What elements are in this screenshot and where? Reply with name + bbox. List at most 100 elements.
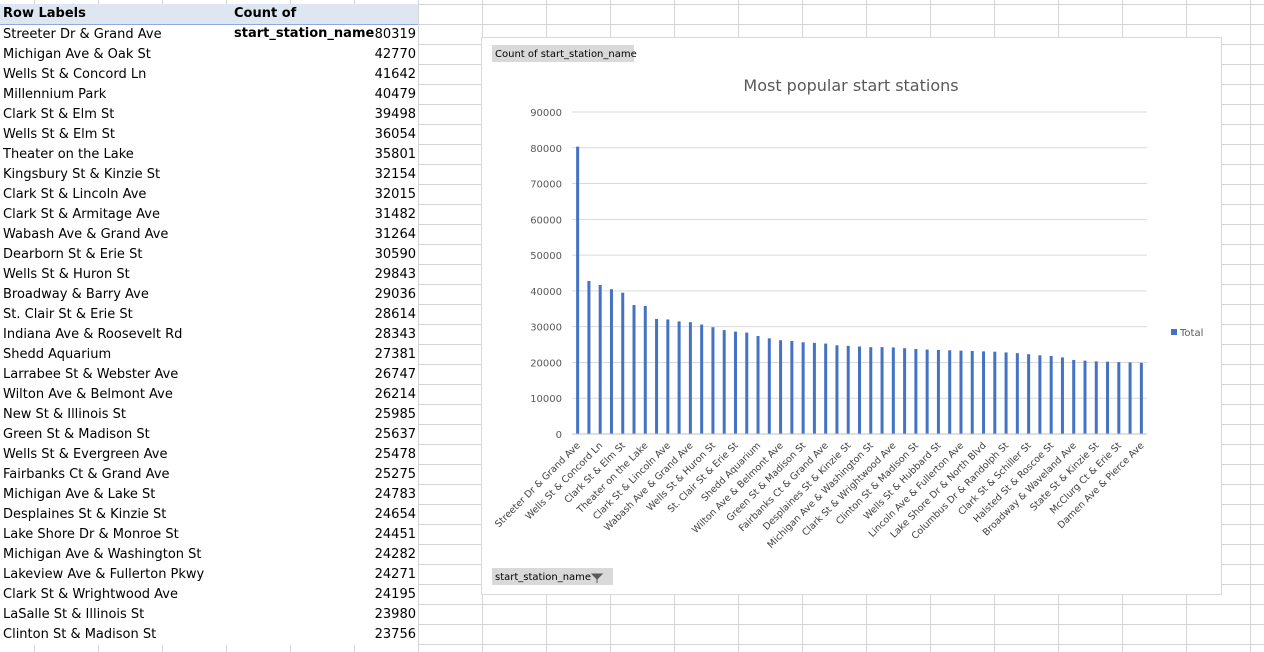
row-count: 24282 — [374, 547, 416, 562]
bar — [1128, 362, 1132, 434]
bar — [846, 345, 850, 434]
bar — [970, 350, 974, 434]
bar — [891, 347, 895, 434]
row-count: 35801 — [374, 147, 416, 162]
row-count: 39498 — [374, 107, 416, 122]
header-cell[interactable]: Count of start_station_name — [234, 6, 375, 41]
row-label: Shedd Aquarium — [3, 347, 112, 362]
y-tick-label: 30000 — [530, 323, 562, 334]
bar — [609, 289, 613, 434]
row-label: Lake Shore Dr & Monroe St — [3, 527, 179, 542]
table-row: Green St & Madison St 25637 — [0, 425, 418, 445]
row-count: 27381 — [374, 347, 416, 362]
table-row: Michigan Ave & Lake St 24783 — [0, 485, 418, 505]
row-label: New St & Illinois St — [3, 407, 126, 422]
y-tick-label: 10000 — [530, 394, 562, 405]
table-row: Lakeview Ave & Fullerton Pkwy 24271 — [0, 565, 418, 585]
table-row: Clark St & Wrightwood Ave 24195 — [0, 585, 418, 605]
row-label: Clinton St & Madison St — [3, 627, 157, 642]
row-count: 23980 — [374, 607, 416, 622]
row-count: 31482 — [374, 207, 416, 222]
bar — [801, 342, 805, 434]
bar — [812, 342, 816, 434]
row-count: 42770 — [374, 47, 416, 62]
axis-button[interactable] — [492, 568, 613, 585]
table-row: Larrabee St & Webster Ave 26747 — [0, 365, 418, 385]
header-cell[interactable]: Row Labels — [3, 6, 86, 21]
row-count: 32154 — [374, 167, 416, 182]
table-row: Wabash Ave & Grand Ave 31264 — [0, 225, 418, 245]
row-count: 41642 — [374, 67, 416, 82]
row-count: 36054 — [374, 127, 416, 142]
row-label: Michigan Ave & Lake St — [3, 487, 156, 502]
bar — [1094, 361, 1098, 434]
row-count: 31264 — [374, 227, 416, 242]
pivot-table: Row Labels Count of start_station_name S… — [0, 4, 418, 645]
row-count: 24195 — [374, 587, 416, 602]
table-row: Indiana Ave & Roosevelt Rd 28343 — [0, 325, 418, 345]
table-row: Dearborn St & Erie St 30590 — [0, 245, 418, 265]
table-row: St. Clair St & Erie St 28614 — [0, 305, 418, 325]
bar — [1106, 361, 1110, 434]
bar — [621, 292, 625, 434]
row-count: 25637 — [374, 427, 416, 442]
bar — [767, 338, 771, 434]
table-row: LaSalle St & Illinois St 23980 — [0, 605, 418, 625]
table-row: Millennium Park 40479 — [0, 85, 418, 105]
header-row: Row Labels Count of start_station_name — [0, 4, 418, 41]
bar — [779, 340, 783, 434]
bar — [1117, 362, 1121, 434]
field-button[interactable] — [492, 45, 634, 62]
table-row: Wilton Ave & Belmont Ave 26214 — [0, 385, 418, 405]
table-row: Clark St & Elm St 39498 — [0, 105, 418, 125]
y-tick-label: 80000 — [530, 144, 562, 155]
bar — [948, 350, 952, 434]
bar — [632, 305, 636, 434]
row-label: Michigan Ave & Oak St — [3, 47, 151, 62]
bar — [982, 351, 986, 434]
row-count: 25478 — [374, 447, 416, 462]
row-label: Green St & Madison St — [3, 427, 150, 442]
table-row: Wells St & Evergreen Ave 25478 — [0, 445, 418, 465]
row-label: Kingsbury St & Kinzie St — [3, 167, 161, 182]
bar — [655, 318, 659, 434]
row-label: Clark St & Lincoln Ave — [3, 187, 147, 202]
table-row: Clark St & Lincoln Ave 32015 — [0, 185, 418, 205]
y-tick-label: 0 — [556, 430, 562, 441]
bar — [1038, 355, 1042, 434]
y-tick-label: 50000 — [530, 251, 562, 262]
y-tick-label: 20000 — [530, 358, 562, 369]
bar — [700, 324, 704, 434]
y-tick-label: 40000 — [530, 287, 562, 298]
legend-swatch — [1171, 329, 1177, 335]
row-count: 28614 — [374, 307, 416, 322]
bar — [959, 350, 963, 434]
row-label: Indiana Ave & Roosevelt Rd — [3, 327, 183, 342]
table-row: Wells St & Elm St 36054 — [0, 125, 418, 145]
bar — [733, 331, 737, 434]
bar — [1060, 357, 1064, 434]
field-button-label: Count of start_station_name — [495, 49, 637, 60]
row-count: 26214 — [374, 387, 416, 402]
y-tick-label: 90000 — [530, 108, 562, 119]
bar — [711, 327, 715, 434]
row-label: Clark St & Elm St — [3, 107, 115, 122]
row-count: 28343 — [374, 327, 416, 342]
legend-label: Total — [1179, 328, 1203, 339]
row-count: 29843 — [374, 267, 416, 282]
table-row: Theater on the Lake 35801 — [0, 145, 418, 165]
axis-button-label: start_station_name — [495, 572, 591, 583]
bar — [925, 349, 929, 434]
table-row: Lake Shore Dr & Monroe St 24451 — [0, 525, 418, 545]
row-count: 26747 — [374, 367, 416, 382]
row-label: LaSalle St & Illinois St — [3, 607, 145, 622]
table-row: Broadway & Barry Ave 29036 — [0, 285, 418, 305]
bar — [722, 330, 726, 434]
table-row: Michigan Ave & Oak St 42770 — [0, 45, 418, 65]
row-count: 32015 — [374, 187, 416, 202]
table-row: Clark St & Armitage Ave 31482 — [0, 205, 418, 225]
table-row: Streeter Dr & Grand Ave 80319 — [0, 25, 418, 45]
row-label: Desplaines St & Kinzie St — [3, 507, 167, 522]
table-row: Fairbanks Ct & Grand Ave 25275 — [0, 465, 418, 485]
